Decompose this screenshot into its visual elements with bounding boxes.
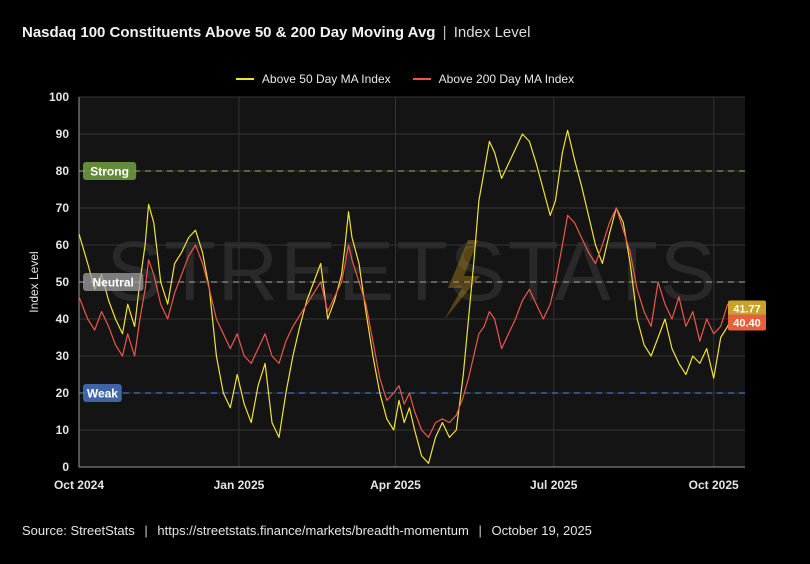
- last-value-badge-bg-200: [728, 314, 766, 331]
- y-tick-label: 90: [56, 127, 70, 141]
- y-tick-label: 80: [56, 164, 70, 178]
- legend-item-50[interactable]: Above 50 Day MA Index: [235, 72, 391, 86]
- chart-legend: Above 50 Day MA Index Above 200 Day MA I…: [0, 72, 810, 86]
- reference-label-strong: Strong: [90, 165, 129, 179]
- chart-subtitle: Index Level: [453, 24, 531, 41]
- chart-title-main: Nasdaq 100 Constituents Above 50 & 200 D…: [22, 24, 436, 41]
- reference-label-bg-neutral: [83, 273, 144, 291]
- y-tick-label: 10: [56, 423, 70, 437]
- y-axis-label: Index Level: [27, 251, 41, 312]
- legend-item-200[interactable]: Above 200 Day MA Index: [412, 72, 575, 86]
- last-value-badge-50: 41.77: [733, 303, 761, 315]
- x-tick-label: Oct 2024: [54, 478, 104, 492]
- series-line-above-50: [78, 129, 746, 464]
- last-value-badge-bg-50: [728, 300, 766, 317]
- source-url[interactable]: https://streetstats.finance/markets/brea…: [157, 523, 469, 538]
- source-footer: Source: StreetStats | https://streetstat…: [22, 523, 592, 538]
- y-tick-label: 100: [49, 90, 69, 104]
- source-label: Source:: [22, 523, 67, 538]
- y-tick-label: 50: [56, 275, 70, 289]
- y-tick-label: 0: [62, 460, 69, 474]
- legend-swatch-50: [235, 78, 254, 80]
- reference-label-neutral: Neutral: [93, 276, 134, 290]
- y-tick-label: 70: [56, 201, 70, 215]
- reference-label-bg-strong: [83, 162, 137, 180]
- watermark-text: STREETSTATS: [106, 224, 718, 318]
- legend-label-50: Above 50 Day MA Index: [261, 72, 391, 86]
- x-tick-label: Jan 2025: [214, 478, 265, 492]
- y-tick-label: 40: [56, 312, 70, 326]
- source-name: StreetStats: [70, 523, 135, 538]
- x-tick-label: Jul 2025: [530, 478, 578, 492]
- watermark-bolt-icon: [444, 240, 480, 320]
- legend-label-200: Above 200 Day MA Index: [438, 72, 575, 86]
- reference-label-weak: Weak: [87, 387, 118, 401]
- chart-title: Nasdaq 100 Constituents Above 50 & 200 D…: [22, 24, 530, 41]
- series-line-above-200: [78, 207, 746, 438]
- footer-separator-2: |: [478, 523, 482, 538]
- chart-title-separator: |: [442, 24, 447, 41]
- y-tick-label: 30: [56, 349, 70, 363]
- y-tick-label: 20: [56, 386, 70, 400]
- x-tick-label: Apr 2025: [370, 478, 421, 492]
- legend-swatch-200: [412, 78, 431, 80]
- y-tick-label: 60: [56, 238, 70, 252]
- source-date: October 19, 2025: [491, 523, 592, 538]
- last-value-badge-200: 40.40: [733, 318, 761, 330]
- x-tick-label: Oct 2025: [689, 478, 739, 492]
- footer-separator-1: |: [144, 523, 148, 538]
- reference-label-bg-weak: [83, 384, 122, 402]
